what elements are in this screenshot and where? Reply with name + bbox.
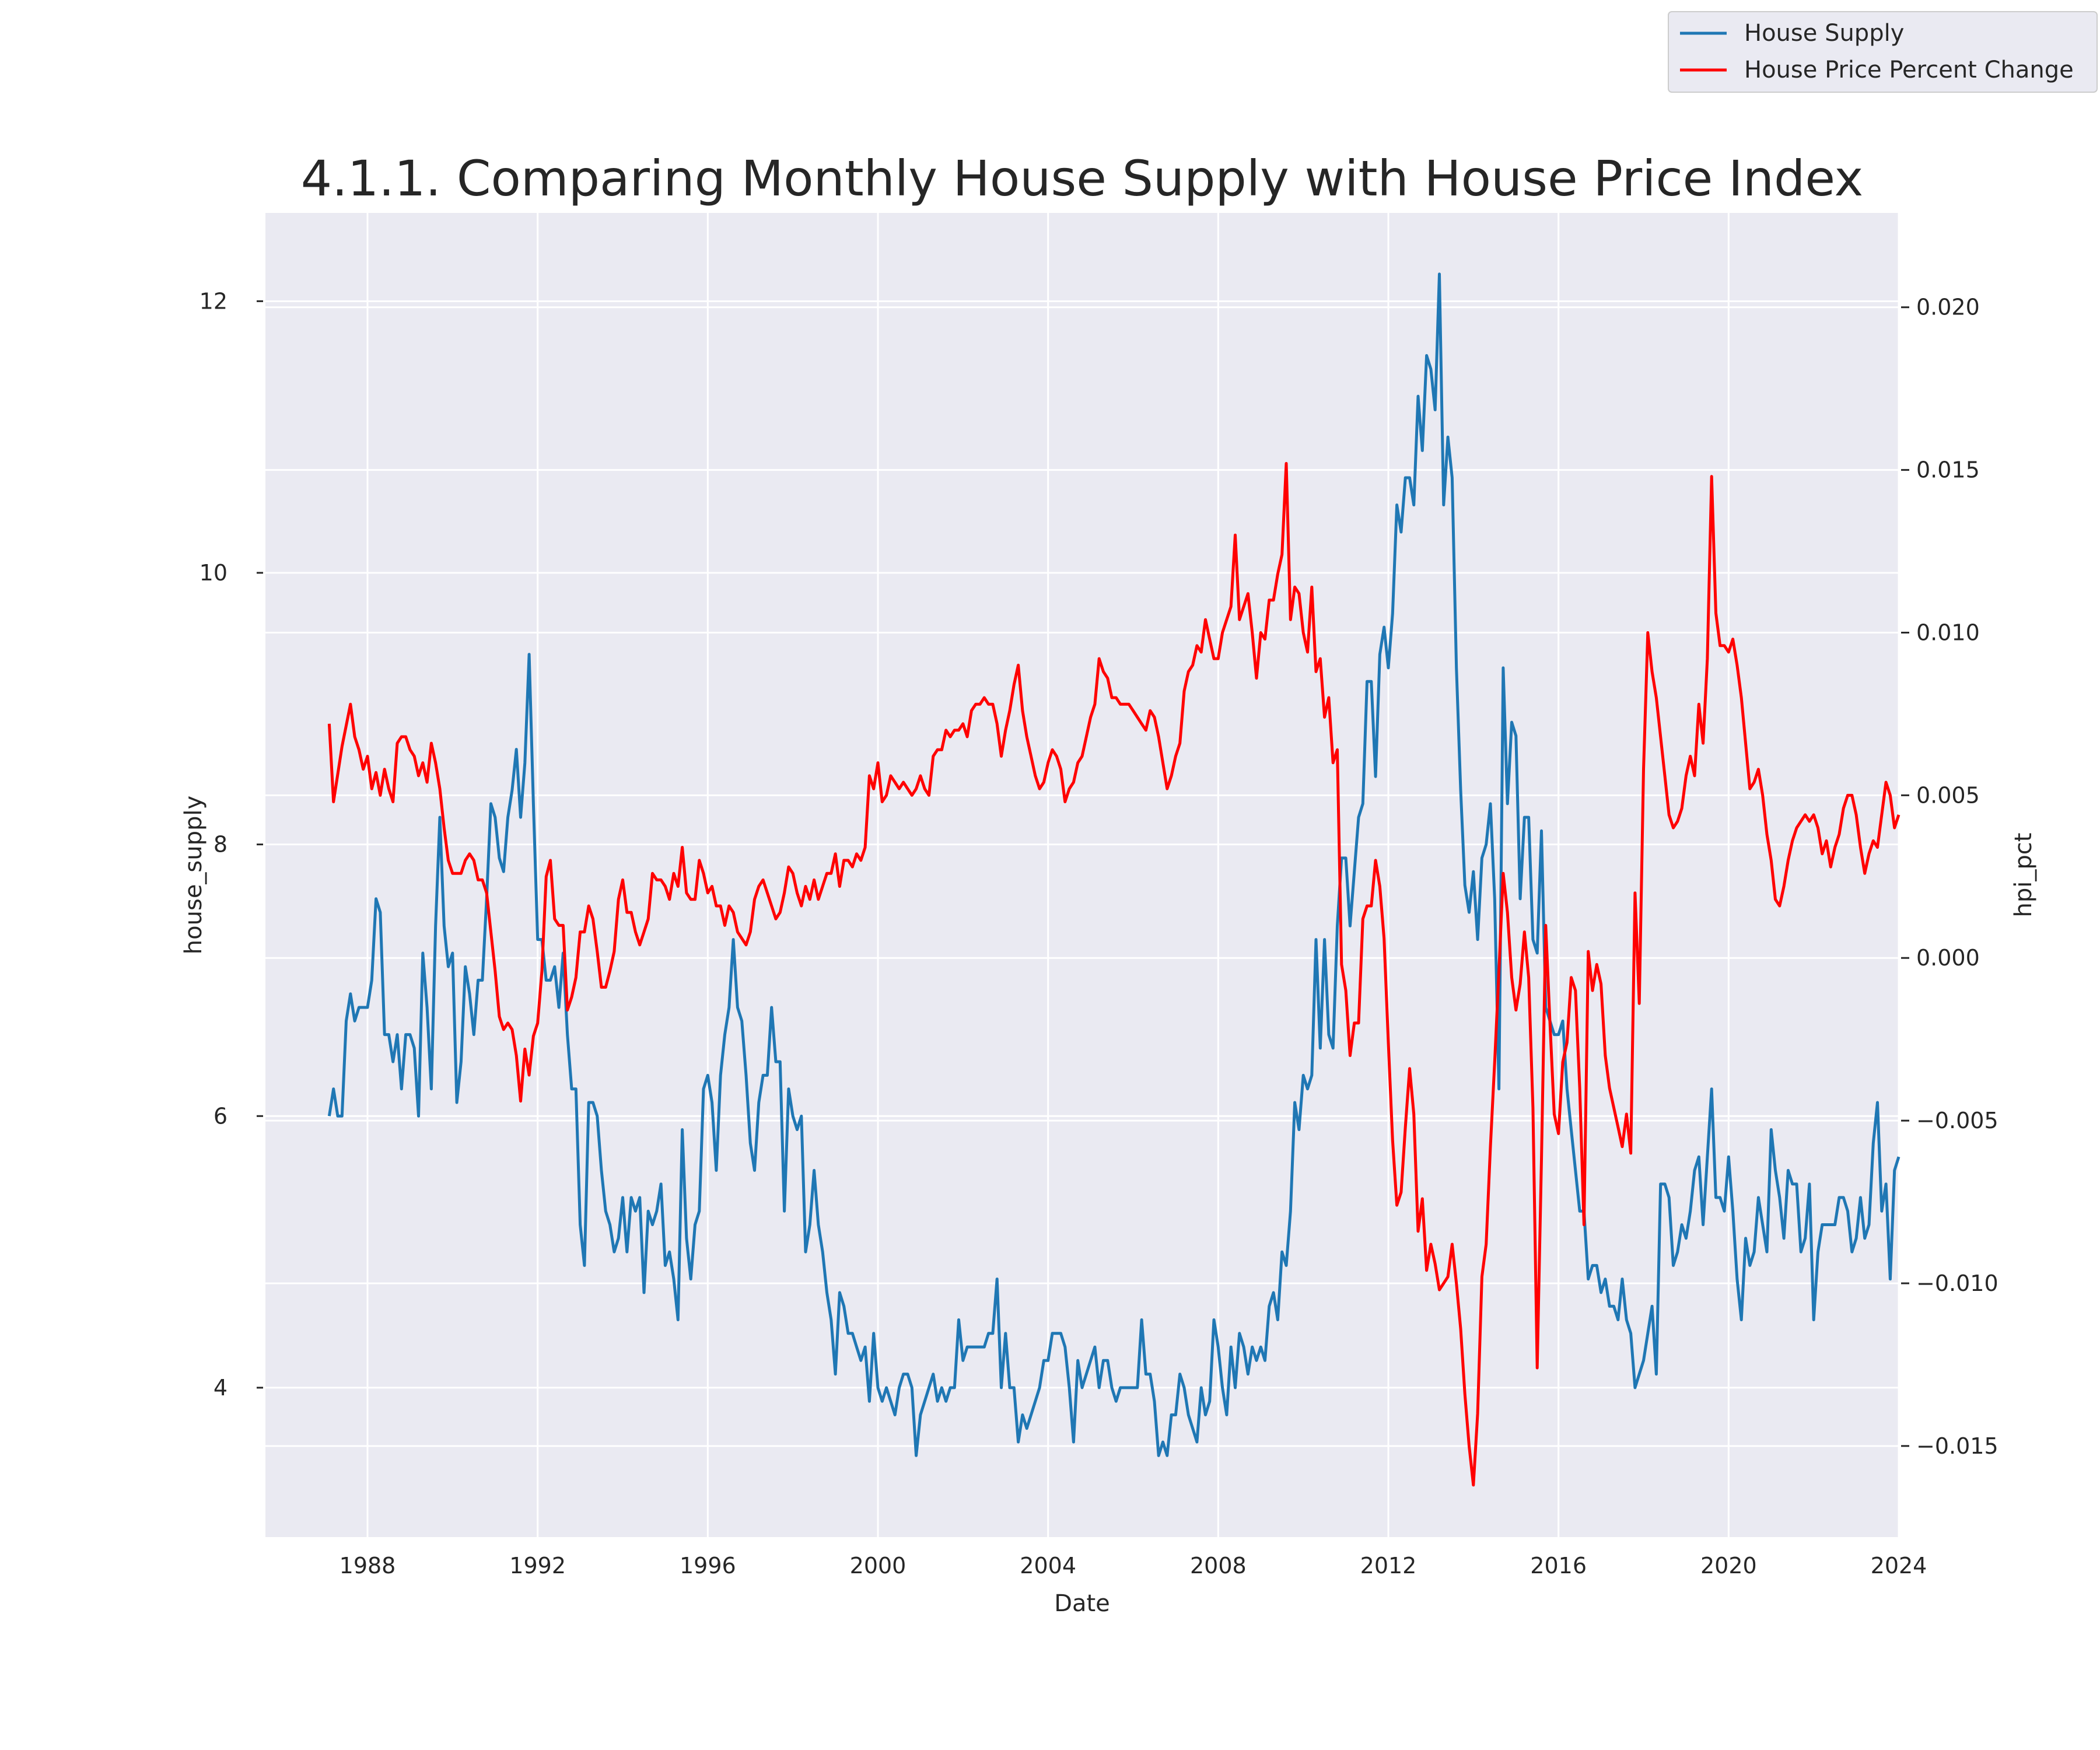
legend-label-hpi-pct: House Price Percent Change	[1744, 57, 2074, 83]
right-y-tick-label: −0.015	[1916, 1433, 1999, 1459]
series-line-house-supply	[327, 272, 1901, 1457]
x-axis-label: Date	[1054, 1590, 1110, 1617]
x-tick-label: 1988	[340, 1553, 396, 1578]
x-tick-label: 2008	[1190, 1553, 1247, 1578]
left-y-tick-label: 4	[214, 1375, 228, 1401]
x-tick-label: 2004	[1020, 1553, 1076, 1578]
series-layer	[327, 272, 1901, 1487]
x-tick-label: 2020	[1700, 1553, 1757, 1578]
legend: House Supply House Price Percent Change	[1668, 11, 2098, 93]
x-tick-label: 2012	[1360, 1553, 1417, 1578]
left-y-tick-label: 8	[214, 832, 228, 858]
right-y-tick-label: 0.000	[1916, 945, 1980, 971]
left-y-tick-label: 6	[214, 1103, 228, 1129]
left-y-tick-labels: 4 6 8 10 12	[200, 288, 263, 1401]
legend-box	[1668, 11, 2098, 93]
series-line-hpi-pct	[327, 462, 1901, 1487]
x-tick-label: 2024	[1871, 1553, 1927, 1578]
x-tick-label: 1992	[509, 1553, 566, 1578]
right-y-tick-label: −0.005	[1916, 1108, 1999, 1133]
x-tick-label: 2016	[1530, 1553, 1587, 1578]
legend-label-house-supply: House Supply	[1744, 20, 1904, 47]
right-y-tick-label: 0.015	[1916, 457, 1980, 483]
left-y-tick-label: 10	[200, 560, 228, 586]
right-y-tick-label: −0.010	[1916, 1270, 1999, 1296]
right-y-tick-label: 0.010	[1916, 620, 1980, 645]
left-y-axis-label: house_supply	[180, 796, 207, 954]
right-y-axis-label: hpi_pct	[2010, 833, 2037, 918]
right-y-tick-labels: −0.015 −0.010 −0.005 0.000 0.005 0.010 0.015 0.…	[1901, 295, 1999, 1459]
right-y-grid	[265, 306, 1899, 1447]
x-tick-labels: 1988 1992 1996 2000 2004 2008 2012 2016 2020 2024	[340, 1553, 1927, 1578]
right-y-tick-label: 0.005	[1916, 782, 1980, 808]
chart-title: 4.1.1. Comparing Monthly House Supply wi…	[301, 150, 1864, 207]
right-y-tick-label: 0.020	[1916, 295, 1980, 320]
x-tick-label: 1996	[680, 1553, 736, 1578]
left-y-tick-label: 12	[200, 288, 228, 314]
x-grid	[366, 213, 1900, 1537]
x-tick-label: 2000	[850, 1553, 907, 1578]
